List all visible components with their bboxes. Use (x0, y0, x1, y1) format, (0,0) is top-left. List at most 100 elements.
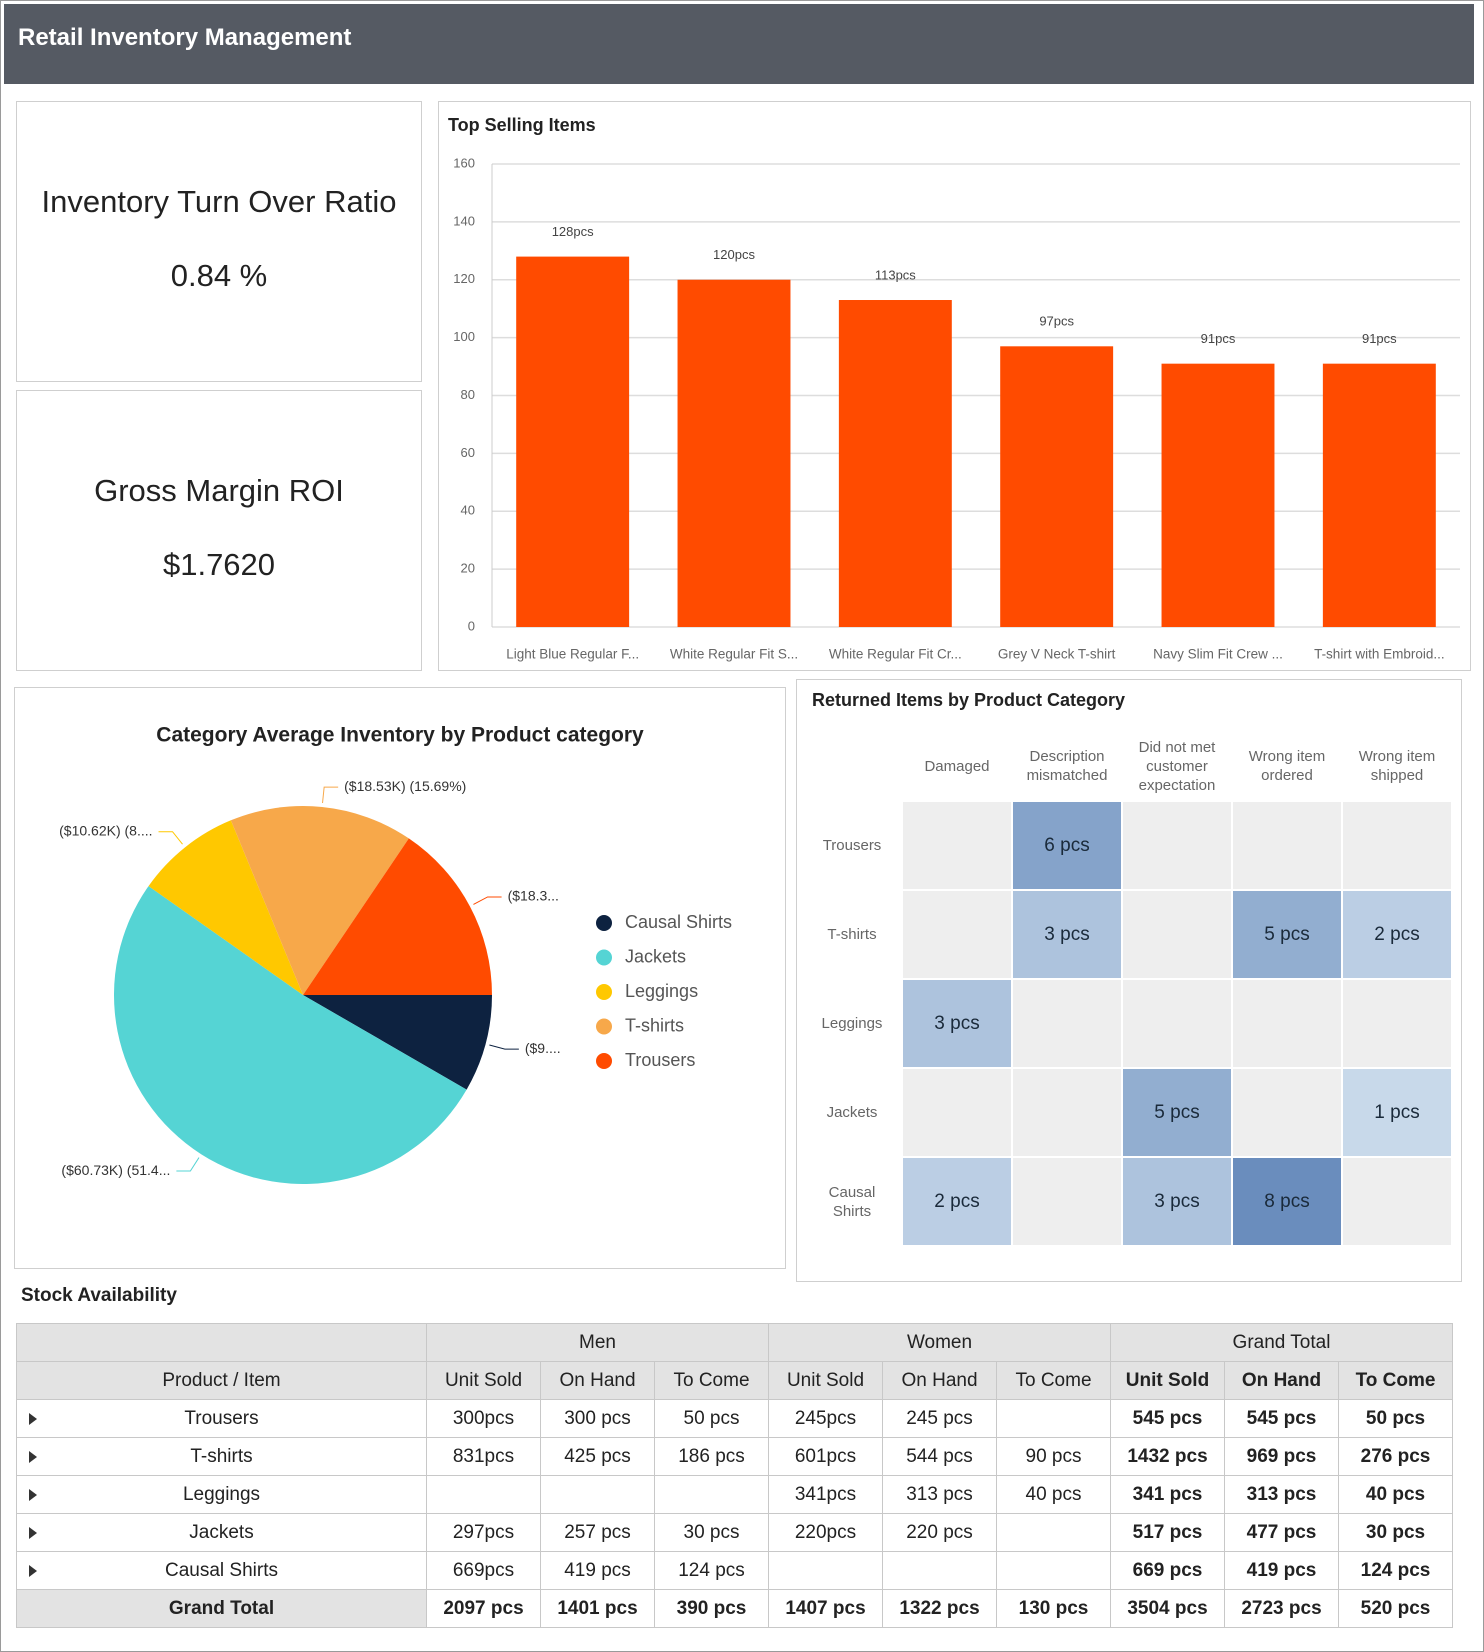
table-cell: 831pcs (426, 1437, 541, 1476)
heatmap-cell: 2 pcs (903, 1158, 1011, 1245)
table-row: Trousers 300pcs 300 pcs 50 pcs 245pcs 245 pcs… (16, 1399, 1453, 1438)
empty-cell (1013, 1069, 1121, 1156)
expand-arrow[interactable] (29, 1451, 37, 1463)
table-row: Grand Total 2097 pcs 1401 pcs 390 pcs 1407 p… (16, 1589, 1453, 1628)
table-cell (654, 1475, 769, 1514)
table-cell: 30 pcs (1338, 1513, 1453, 1552)
table-cell: 40 pcs (1338, 1475, 1453, 1514)
y-tick-label: 20 (461, 561, 475, 576)
table-cell: 257 pcs (540, 1513, 655, 1552)
column-header: Wrong item shipped (1358, 748, 1436, 784)
table-cell (996, 1399, 1111, 1438)
cell-label: 3 pcs (934, 1012, 980, 1034)
table-cell: 1401 pcs (540, 1589, 655, 1628)
table-cell (996, 1513, 1111, 1552)
kpi-label: Inventory Turn Over Ratio (41, 184, 397, 219)
empty-cell (903, 891, 1011, 978)
cell-label: 5 pcs (1154, 1101, 1200, 1123)
y-tick-label: 80 (461, 387, 475, 402)
heatmap-cell: 1 pcs (1343, 1069, 1451, 1156)
value-label: 113pcs (875, 267, 916, 282)
column-header: Damaged (924, 757, 990, 775)
leader-line (489, 1044, 519, 1050)
table-cell: 300 pcs (540, 1399, 655, 1438)
column-header: Unit Sold (1110, 1361, 1225, 1400)
table-row: Leggings 341pcs 313 pcs 40 pcs 341 pcs 313 pc… (16, 1475, 1453, 1514)
table-cell: 90 pcs (996, 1437, 1111, 1476)
data-label: ($10.62K) (8.... (59, 822, 152, 838)
group-header: Grand Total (1110, 1323, 1453, 1362)
expand-arrow[interactable] (29, 1527, 37, 1539)
table-row: Jackets 297pcs 257 pcs 30 pcs 220pcs 220 pcs 5… (16, 1513, 1453, 1552)
leader-line (176, 1157, 200, 1172)
table-cell: 1407 pcs (768, 1589, 883, 1628)
table-cell: 419 pcs (540, 1551, 655, 1590)
legend-label: Causal Shirts (625, 912, 732, 932)
table-cell: 300pcs (426, 1399, 541, 1438)
pie-slice (113, 886, 467, 1185)
table-cell: 341 pcs (1110, 1475, 1225, 1514)
column-header: To Come (996, 1361, 1111, 1400)
table-cell: 1322 pcs (882, 1589, 997, 1628)
table-cell: 124 pcs (654, 1551, 769, 1590)
table-cell: 245 pcs (882, 1399, 997, 1438)
table-cell: 297pcs (426, 1513, 541, 1552)
table-cell: 186 pcs (654, 1437, 769, 1476)
table-cell (768, 1551, 883, 1590)
cell-label: 2 pcs (934, 1190, 980, 1212)
table-cell: 545 pcs (1110, 1399, 1225, 1438)
empty-cell (1343, 1158, 1451, 1245)
legend-label: Trousers (625, 1050, 695, 1070)
empty-cell (1343, 802, 1451, 889)
table-cell: 2723 pcs (1224, 1589, 1339, 1628)
value-label: 91pcs (1201, 331, 1236, 346)
x-tick-label: Navy Slim Fit Crew ... (1153, 647, 1283, 662)
expand-arrow[interactable] (29, 1489, 37, 1501)
table-cell: Trousers (16, 1399, 427, 1438)
column-header: Description mismatched (1026, 748, 1108, 784)
data-label: ($9.... (525, 1040, 561, 1056)
heatmap-cell: 5 pcs (1233, 891, 1341, 978)
cell-label: 8 pcs (1264, 1190, 1310, 1212)
table-cell: 517 pcs (1110, 1513, 1225, 1552)
leader-line (158, 831, 183, 845)
stock-table: Men Women Grand Total Product / Item Unit So… (16, 1323, 1453, 1628)
value-label: 128pcs (552, 224, 594, 239)
y-tick-label: 160 (453, 155, 475, 170)
x-tick-label: Grey V Neck T-shirt (998, 647, 1116, 662)
table-cell: 50 pcs (654, 1399, 769, 1438)
empty-cell (1013, 1158, 1121, 1245)
table-cell: 313 pcs (1224, 1475, 1339, 1514)
pie-slice (230, 805, 409, 995)
expand-arrow[interactable] (29, 1413, 37, 1425)
table-cell: 40 pcs (996, 1475, 1111, 1514)
column-header: On Hand (882, 1361, 997, 1400)
table-cell: 1432 pcs (1110, 1437, 1225, 1476)
heatmap-cell: 2 pcs (1343, 891, 1451, 978)
heatmap-title: Returned Items by Product Category (812, 690, 1126, 710)
table-cell: T-shirts (16, 1437, 427, 1476)
legend-swatch (596, 1053, 612, 1069)
table-title: Stock Availability (21, 1285, 177, 1306)
legend-label: Leggings (625, 981, 698, 1001)
data-label: ($18.3... (508, 888, 559, 904)
table-cell: 276 pcs (1338, 1437, 1453, 1476)
row-header: T-shirts (827, 926, 877, 943)
table-cell: 130 pcs (996, 1589, 1111, 1628)
table-cell: 220 pcs (882, 1513, 997, 1552)
legend-swatch (596, 1018, 612, 1035)
table-cell (996, 1551, 1111, 1590)
table-cell: 969 pcs (1224, 1437, 1339, 1476)
y-tick-label: 120 (453, 271, 475, 286)
kpi-label: Gross Margin ROI (94, 473, 344, 508)
table-cell: 425 pcs (540, 1437, 655, 1476)
heatmap-cell: 6 pcs (1013, 802, 1121, 889)
table-cell: 419 pcs (1224, 1551, 1339, 1590)
table-cell: 3504 pcs (1110, 1589, 1225, 1628)
bar (1161, 363, 1275, 627)
legend-swatch (596, 915, 612, 931)
cell-label: 5 pcs (1264, 923, 1310, 945)
expand-arrow[interactable] (29, 1565, 37, 1577)
heatmap-cell: 3 pcs (903, 980, 1011, 1067)
